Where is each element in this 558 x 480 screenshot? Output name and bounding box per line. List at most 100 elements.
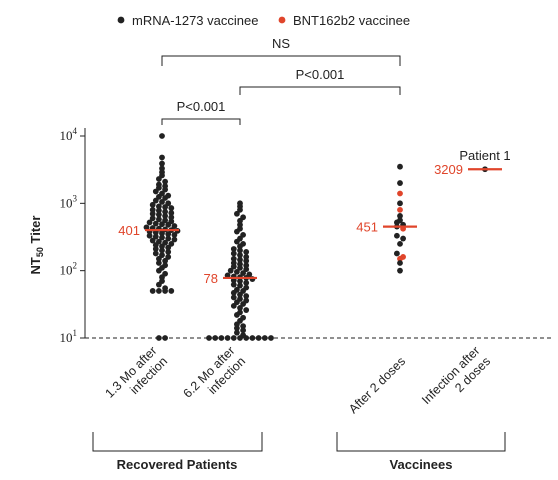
data-point-mrna1273: [156, 203, 162, 210]
category-label-3: After 2 doses: [346, 354, 408, 416]
data-point-mrna1273: [243, 248, 250, 255]
median-label: 401: [118, 223, 140, 238]
data-point-mrna1273: [394, 232, 400, 239]
category-label-2: 6.2 Mo after infection: [180, 344, 248, 401]
data-point-mrna1273: [234, 228, 240, 235]
data-point-mrna1273: [234, 268, 240, 275]
data-point-mrna1273: [156, 267, 162, 274]
legend-marker-mrna: [117, 16, 125, 24]
data-point-mrna1273: [152, 188, 159, 195]
category-label-line-1: After 2 doses: [346, 354, 408, 416]
median-3: 451: [356, 220, 417, 235]
data-point-mrna1273: [156, 207, 162, 214]
data-point-mrna1273: [237, 247, 243, 254]
data-point-mrna1273: [159, 230, 165, 237]
data-point-mrna1273: [237, 335, 243, 341]
median-label: 3209: [434, 162, 463, 177]
patient-annotation: Patient 1: [459, 148, 510, 163]
data-point-mrna1273: [224, 335, 231, 341]
y-axis-ticks: 101 102 103 104: [60, 126, 85, 345]
data-point-mrna1273: [152, 250, 159, 257]
data-point-mrna1273: [149, 210, 156, 217]
data-point-mrna1273: [237, 243, 243, 250]
median-label: 78: [204, 271, 218, 286]
y-tick-label-10000: 104: [60, 126, 78, 143]
data-point-mrna1273: [146, 219, 153, 226]
data-point-mrna1273: [268, 335, 274, 341]
y-tick-10000: 104: [60, 126, 85, 143]
data-point-mrna1273: [240, 323, 247, 330]
data-point-mrna1273: [149, 201, 156, 208]
comparison-label-p-value-2: P<0.001: [296, 67, 345, 82]
data-point-bnt162b2: [397, 206, 403, 213]
data-point-mrna1273: [394, 250, 400, 257]
data-point-mrna1273: [149, 288, 156, 294]
data-point-mrna1273: [162, 288, 169, 294]
category-label-1: 1.3 Mo after infection: [102, 344, 170, 401]
bracket-line: [161, 55, 401, 66]
legend-label-mrna: mRNA-1273 vaccinee: [132, 13, 258, 28]
data-point-mrna1273: [397, 213, 403, 219]
data-point-mrna1273: [237, 278, 243, 284]
data-point-mrna1273: [159, 243, 165, 250]
data-point-mrna1273: [168, 210, 175, 216]
data-point-mrna1273: [159, 199, 165, 205]
data-point-mrna1273: [237, 206, 243, 213]
data-point-bnt162b2: [397, 255, 403, 262]
y-tick-exp-1000: 3: [73, 193, 78, 203]
data-point-mrna1273: [152, 220, 159, 227]
data-point-mrna1273: [218, 335, 225, 341]
data-point-mrna1273: [156, 281, 162, 288]
y-tick-label-10: 101: [60, 328, 78, 345]
group-vaccinees: Vaccinees: [336, 432, 506, 472]
category-label-4: Infection after 2 doses: [419, 344, 493, 407]
data-point-mrna1273: [171, 223, 178, 229]
data-point-mrna1273: [237, 291, 243, 298]
data-point-mrna1273: [230, 255, 237, 262]
median-4: 3209 Patient 1: [434, 148, 511, 177]
data-point-mrna1273: [149, 237, 156, 244]
data-point-mrna1273: [230, 289, 237, 296]
data-point-mrna1273: [240, 327, 247, 334]
y-tick-exp-100: 2: [73, 261, 78, 271]
data-point-mrna1273: [156, 211, 162, 218]
y-tick-exp-10: 1: [73, 328, 78, 338]
data-point-mrna1273: [230, 246, 237, 252]
comparison-label-p-value-1: P<0.001: [177, 99, 226, 114]
data-point-mrna1273: [162, 204, 169, 210]
data-point-mrna1273: [212, 335, 219, 341]
group-recovered-patients: Recovered Patients: [92, 432, 263, 472]
data-point-mrna1273: [168, 205, 175, 211]
data-point-mrna1273: [230, 281, 237, 288]
data-point-mrna1273: [243, 335, 250, 341]
data-point-mrna1273: [162, 217, 169, 224]
data-point-mrna1273: [397, 163, 403, 170]
group-bracket: [92, 432, 263, 452]
group-label-recovered-patients: Recovered Patients: [117, 457, 238, 472]
data-point-mrna1273: [237, 264, 243, 271]
data-point-mrna1273: [159, 133, 165, 139]
legend: mRNA-1273 vaccinee BNT162b2 vaccinee: [117, 13, 410, 28]
median-label: 451: [356, 220, 378, 235]
bracket-line: [239, 86, 401, 95]
y-tick-base-10000: 10: [60, 128, 73, 143]
median-2: 78: [204, 271, 257, 286]
y-tick-label-100: 102: [60, 261, 78, 278]
data-point-mrna1273: [397, 180, 403, 186]
data-point-mrna1273: [397, 240, 403, 247]
data-point-mrna1273: [165, 231, 172, 237]
data-point-mrna1273: [162, 178, 169, 185]
data-point-mrna1273: [149, 215, 156, 222]
y-tick-1000: 103: [60, 193, 85, 210]
group-label-vaccinees: Vaccinees: [390, 457, 453, 472]
data-point-mrna1273: [162, 186, 169, 193]
y-axis-label-subscript: 50: [35, 247, 45, 257]
data-point-mrna1273: [230, 250, 237, 257]
data-point-bnt162b2: [397, 190, 403, 197]
data-point-mrna1273: [243, 257, 250, 264]
data-point-mrna1273: [243, 266, 250, 273]
data-point-mrna1273: [230, 302, 237, 309]
data-point-mrna1273: [237, 256, 243, 263]
data-point-mrna1273: [152, 233, 159, 240]
data-point-mrna1273: [240, 301, 247, 307]
